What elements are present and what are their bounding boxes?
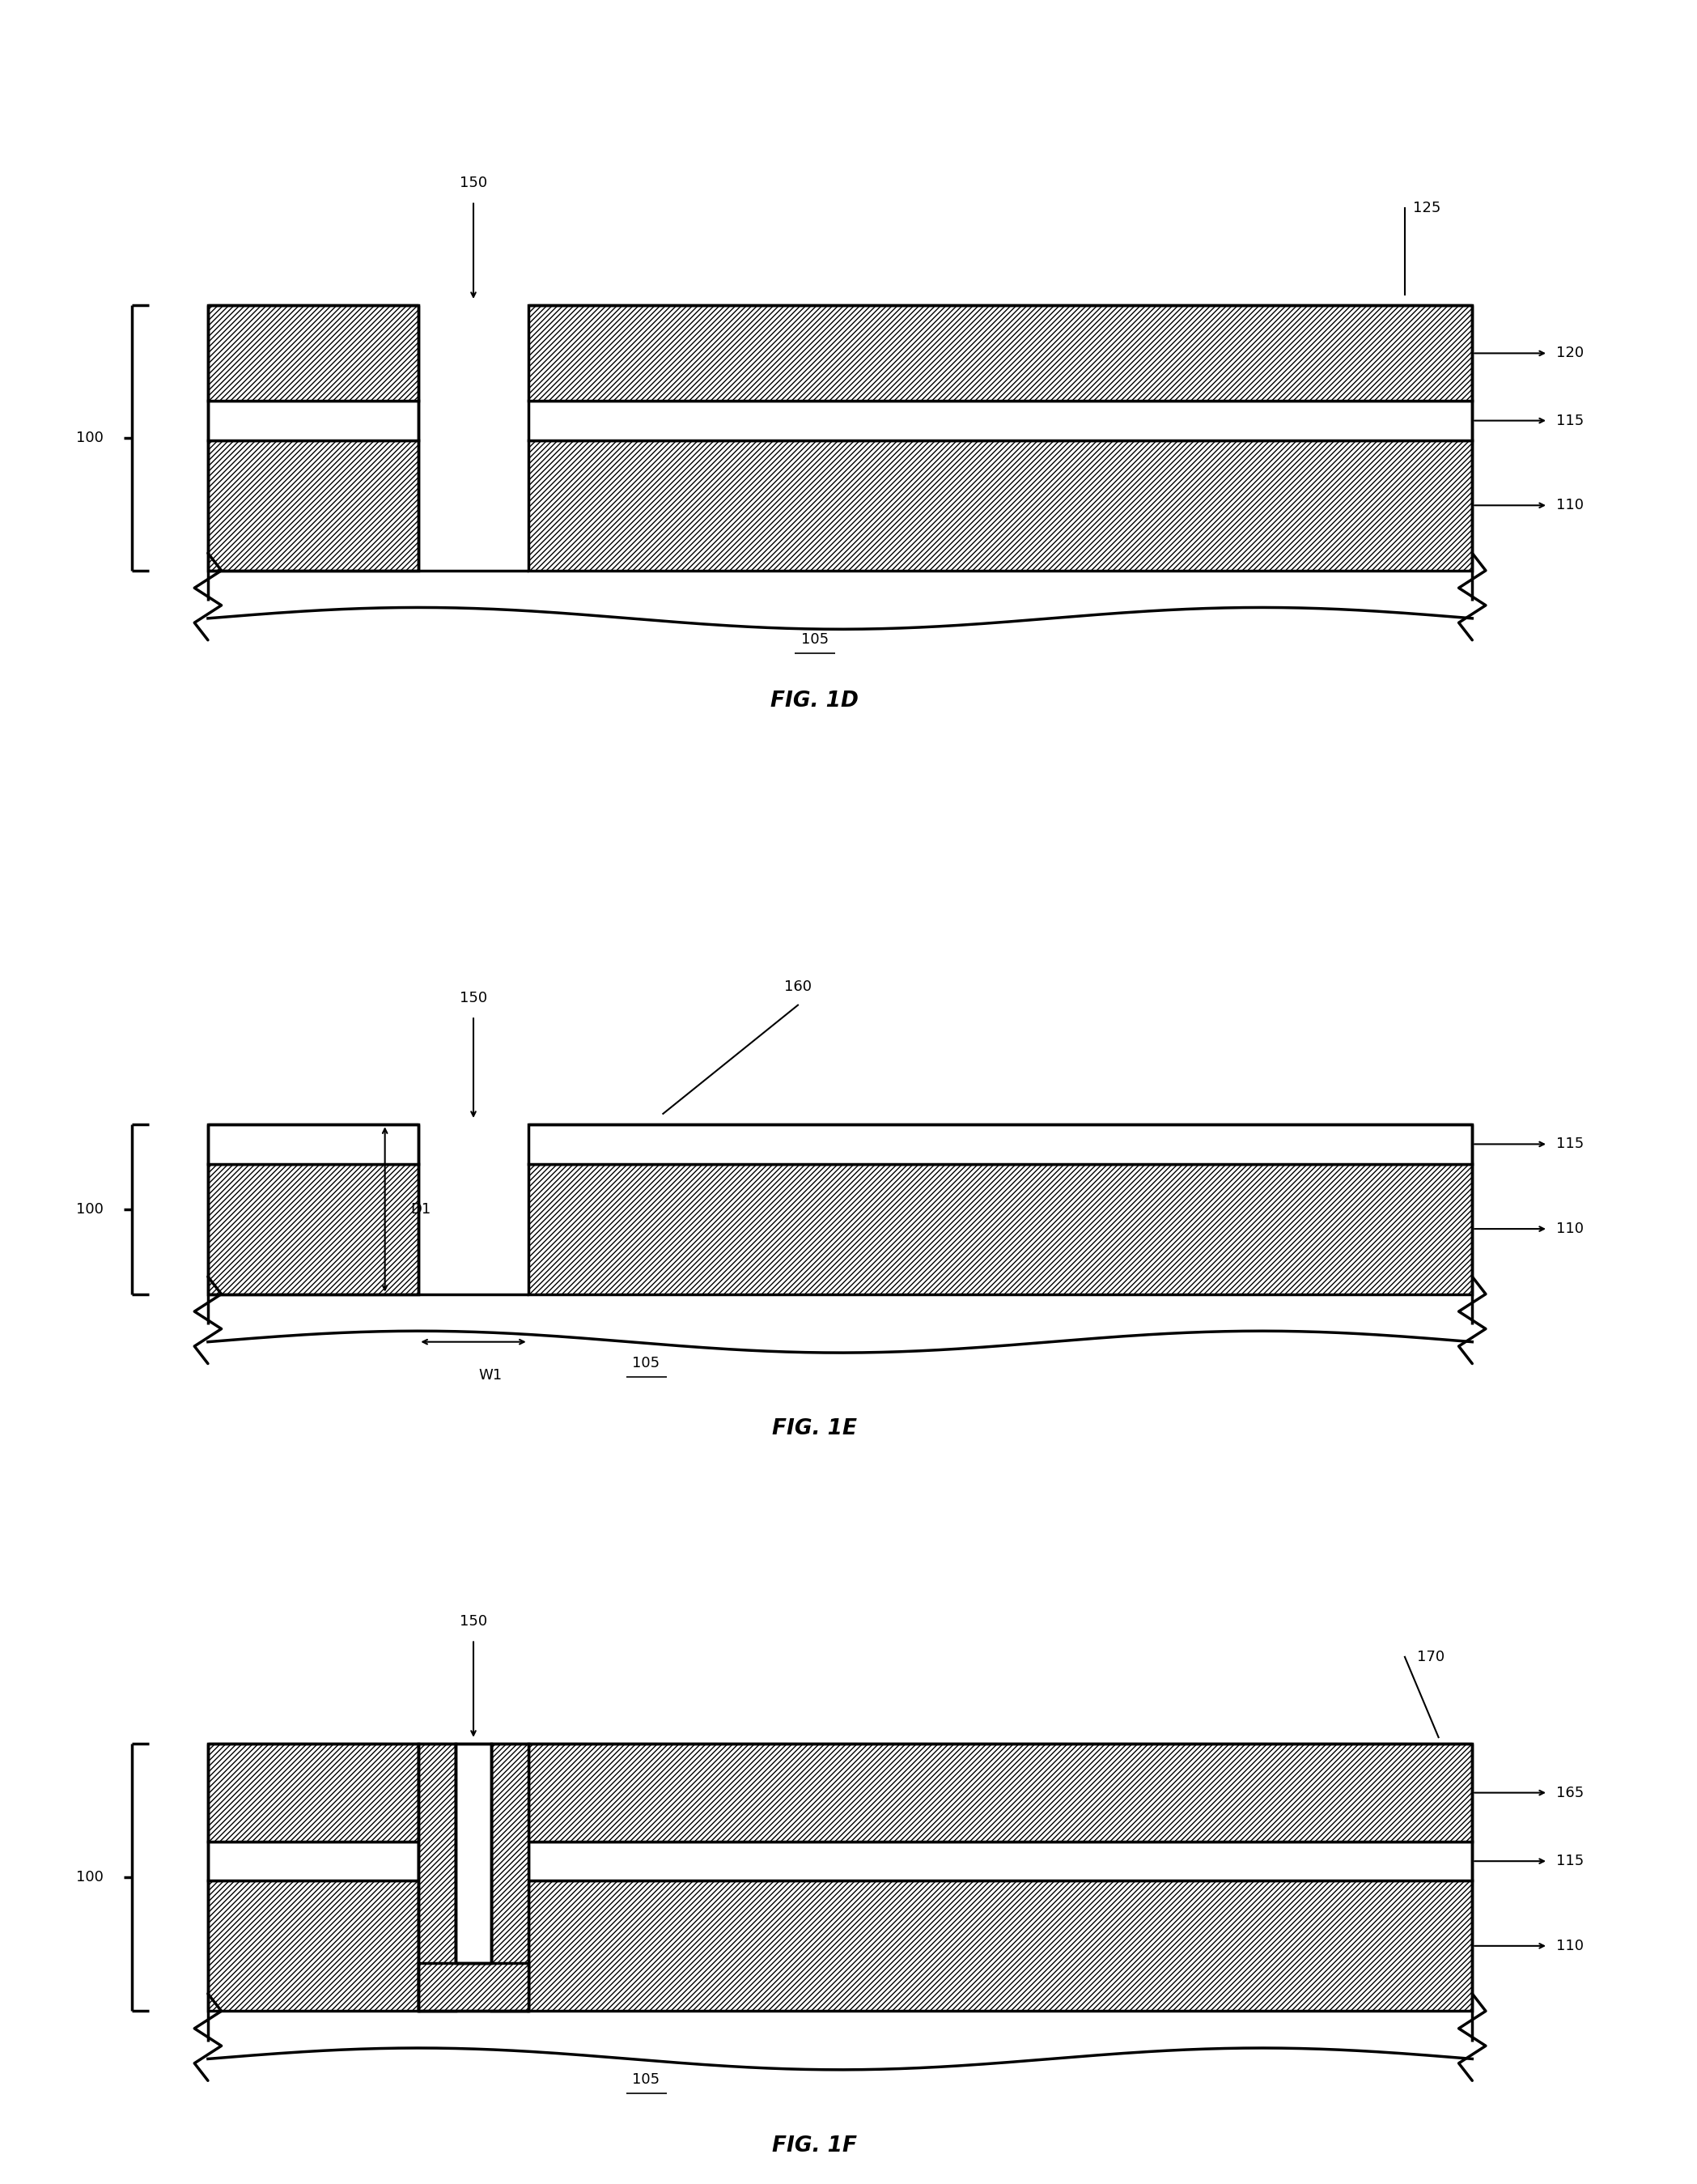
Bar — [528, 1880, 1473, 2011]
Bar — [419, 1743, 456, 2011]
Text: 115: 115 — [1556, 413, 1585, 428]
Text: 105: 105 — [633, 2073, 660, 2088]
Text: FIG. 1F: FIG. 1F — [772, 2136, 857, 2156]
Text: 165: 165 — [1556, 1787, 1585, 1800]
Text: FIG. 1E: FIG. 1E — [772, 1417, 857, 1439]
Text: 100: 100 — [76, 1870, 104, 1885]
Bar — [209, 1164, 419, 1295]
Text: FIG. 1D: FIG. 1D — [770, 690, 859, 712]
Bar — [528, 1743, 1473, 1841]
Text: 160: 160 — [784, 981, 811, 994]
Text: 115: 115 — [1556, 1854, 1585, 1870]
Text: 170: 170 — [1417, 1649, 1444, 1664]
Text: 110: 110 — [1556, 1939, 1583, 1952]
Bar — [490, 1743, 528, 2011]
Bar — [209, 402, 419, 441]
Text: W1: W1 — [479, 1367, 502, 1382]
Bar — [528, 1841, 1473, 1880]
Text: 150: 150 — [460, 992, 487, 1005]
Bar — [419, 1963, 528, 2011]
Bar — [209, 1125, 419, 1164]
Bar — [209, 306, 419, 402]
Text: 100: 100 — [76, 430, 104, 446]
Bar — [456, 1743, 490, 1963]
Text: 150: 150 — [460, 1614, 487, 1629]
Text: 110: 110 — [1556, 498, 1583, 513]
Bar — [528, 1164, 1473, 1295]
Bar — [528, 402, 1473, 441]
Bar — [528, 441, 1473, 570]
Bar — [528, 306, 1473, 402]
Text: D1: D1 — [411, 1201, 431, 1216]
Bar — [209, 1880, 419, 2011]
Bar — [209, 1743, 419, 1841]
Text: 105: 105 — [633, 1356, 660, 1369]
Text: 120: 120 — [1556, 345, 1583, 360]
Text: 100: 100 — [76, 1201, 104, 1216]
Text: 115: 115 — [1556, 1138, 1585, 1151]
Text: 150: 150 — [460, 175, 487, 190]
Text: 125: 125 — [1414, 201, 1441, 214]
Text: 110: 110 — [1556, 1221, 1583, 1236]
Bar — [209, 1841, 419, 1880]
Bar — [209, 441, 419, 570]
Bar — [528, 1125, 1473, 1164]
Text: 105: 105 — [801, 631, 828, 646]
